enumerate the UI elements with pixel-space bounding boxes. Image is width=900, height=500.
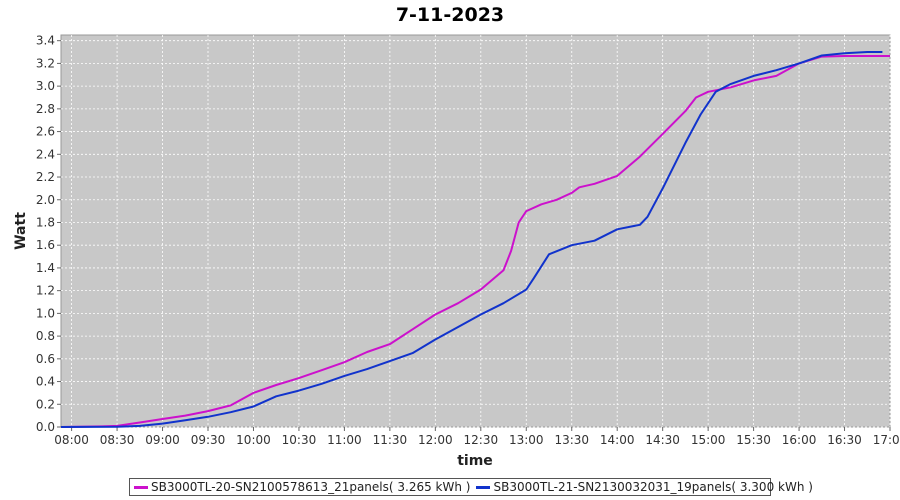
- x-tick-label: 10:00: [236, 433, 271, 447]
- x-tick-label: 13:00: [509, 433, 544, 447]
- y-tick-label: 0.8: [36, 329, 55, 343]
- y-axis-title: Watt: [13, 212, 29, 250]
- x-tick-label: 16:00: [782, 433, 817, 447]
- plot-area: [60, 34, 891, 428]
- axes: 0.0 0.2 0.4 0.6 0.8 1.0 1.2 1.4 1.6 1.8 2.0 2.2 2.4 2…: [36, 34, 900, 447]
- x-tick-label: 12:30: [464, 433, 499, 447]
- y-tick-label: 2.4: [36, 147, 55, 161]
- x-tick-label: 08:00: [54, 433, 89, 447]
- y-tick-label: 2.0: [36, 193, 55, 207]
- y-tick-label: 0.4: [36, 375, 55, 389]
- series-line-2: [60, 51, 883, 428]
- y-tick-label: 1.0: [36, 306, 55, 320]
- y-tick-label: 3.0: [36, 79, 55, 93]
- x-axis-title: time: [457, 453, 493, 469]
- x-tick-label: 17:00: [873, 433, 900, 447]
- y-tick-label: 0.0: [36, 420, 55, 434]
- x-tick-label: 13:30: [554, 433, 589, 447]
- x-tick-label: 16:30: [827, 433, 862, 447]
- y-tick-label: 1.8: [36, 215, 55, 229]
- series-line-1: [60, 55, 890, 428]
- x-tick-label: 12:00: [418, 433, 453, 447]
- legend-label-series-2: SB3000TL-21-SN2130032031_19panels( 3.300…: [493, 480, 813, 494]
- y-tick-label: 1.4: [36, 261, 55, 275]
- y-tick-label: 3.4: [36, 34, 55, 48]
- x-tick-label: 09:00: [145, 433, 180, 447]
- legend-label-series-1: SB3000TL-20-SN2100578613_21panels( 3.265…: [151, 480, 471, 494]
- x-tick-label: 14:00: [600, 433, 635, 447]
- x-tick-label: 15:00: [691, 433, 726, 447]
- chart-title: 7-11-2023: [396, 4, 504, 26]
- x-tick-label: 11:30: [373, 433, 408, 447]
- x-tick-label: 11:00: [327, 433, 362, 447]
- legend-item-series-2: SB3000TL-21-SN2130032031_19panels( 3.300…: [476, 480, 813, 494]
- legend-swatch-series-2: [476, 485, 491, 489]
- y-tick-label: 1.6: [36, 238, 55, 252]
- x-tick-label: 08:30: [100, 433, 135, 447]
- legend: SB3000TL-20-SN2100578613_21panels( 3.265…: [129, 478, 813, 496]
- x-tick-label: 15:30: [736, 433, 771, 447]
- y-tick-label: 0.2: [36, 397, 55, 411]
- y-tick-label: 2.8: [36, 102, 55, 116]
- y-tick-label: 3.2: [36, 56, 55, 70]
- y-tick-label: 1.2: [36, 284, 55, 298]
- y-tick-label: 0.6: [36, 352, 55, 366]
- series-lines: [60, 51, 890, 428]
- x-tick-label: 10:30: [282, 433, 317, 447]
- legend-swatch-series-1: [134, 485, 148, 489]
- y-tick-label: 2.6: [36, 125, 55, 139]
- y-tick-label: 2.2: [36, 170, 55, 184]
- x-tick-label: 09:30: [191, 433, 226, 447]
- legend-item-series-1: SB3000TL-20-SN2100578613_21panels( 3.265…: [134, 480, 470, 494]
- x-tick-label: 14:30: [645, 433, 680, 447]
- grid-lines: [61, 35, 891, 428]
